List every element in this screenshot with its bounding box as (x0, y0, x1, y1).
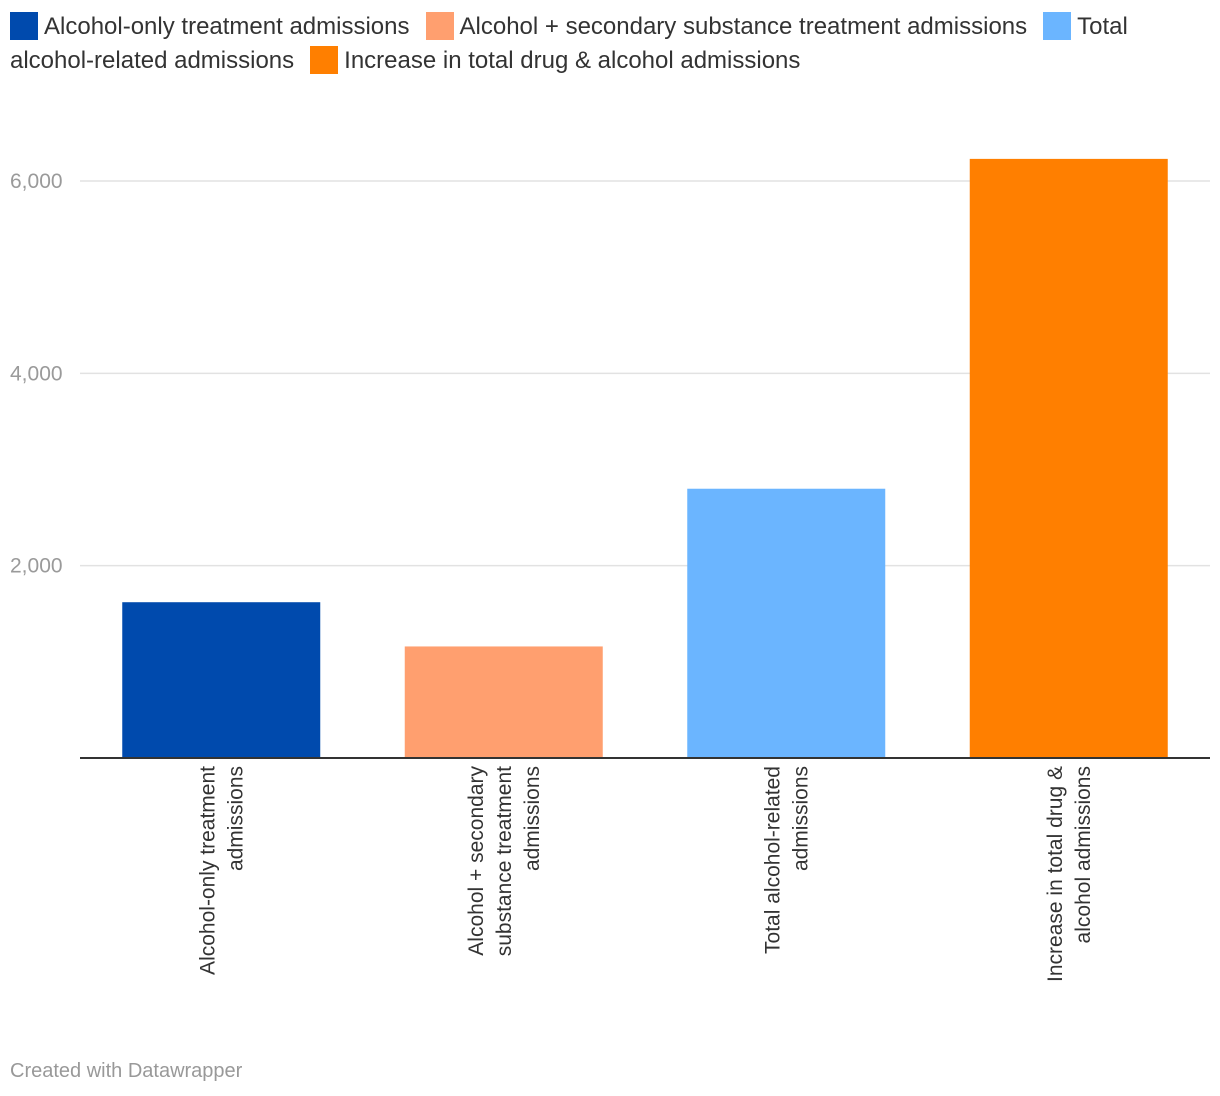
legend-label: Total alcohol-related admissions (10, 13, 1128, 74)
legend-label: Alcohol-only treatment admissions (44, 13, 410, 40)
legend: Alcohol-only treatment admissions Alcohol… (10, 10, 1210, 78)
credit-text: Created with Datawrapper (10, 1060, 243, 1082)
legend-label: Alcohol + secondary substance treatment … (459, 13, 1028, 40)
category-label: Increase in total drug & alcohol admissio… (1044, 766, 1095, 982)
y-tick-label: 4,000 (10, 362, 63, 385)
legend-swatch (10, 12, 38, 40)
legend-item: Total alcohol-related admissions (10, 12, 1128, 74)
legend-swatch (425, 12, 454, 40)
legend-item: Alcohol-only treatment admissions (10, 12, 410, 40)
bar (687, 488, 886, 758)
y-tick-label: 2,000 (10, 555, 63, 578)
category-label: Alcohol + secondary substance treatment ad… (465, 766, 544, 957)
legend-item: Alcohol + secondary substance treatment … (425, 12, 1028, 40)
bar (122, 602, 321, 758)
y-tick-label: 6,000 (10, 170, 63, 193)
legend-item: Increase in total drug & alcohol admissi… (310, 46, 801, 74)
category-label: Alcohol-only treatment admissions (196, 766, 247, 975)
legend-swatch (1043, 12, 1072, 40)
category-label: Total alcohol-related admissions (761, 766, 812, 954)
bar (969, 158, 1168, 759)
legend-swatch (310, 46, 339, 74)
bar (404, 646, 603, 758)
legend-label: Increase in total drug & alcohol admissi… (344, 47, 801, 74)
